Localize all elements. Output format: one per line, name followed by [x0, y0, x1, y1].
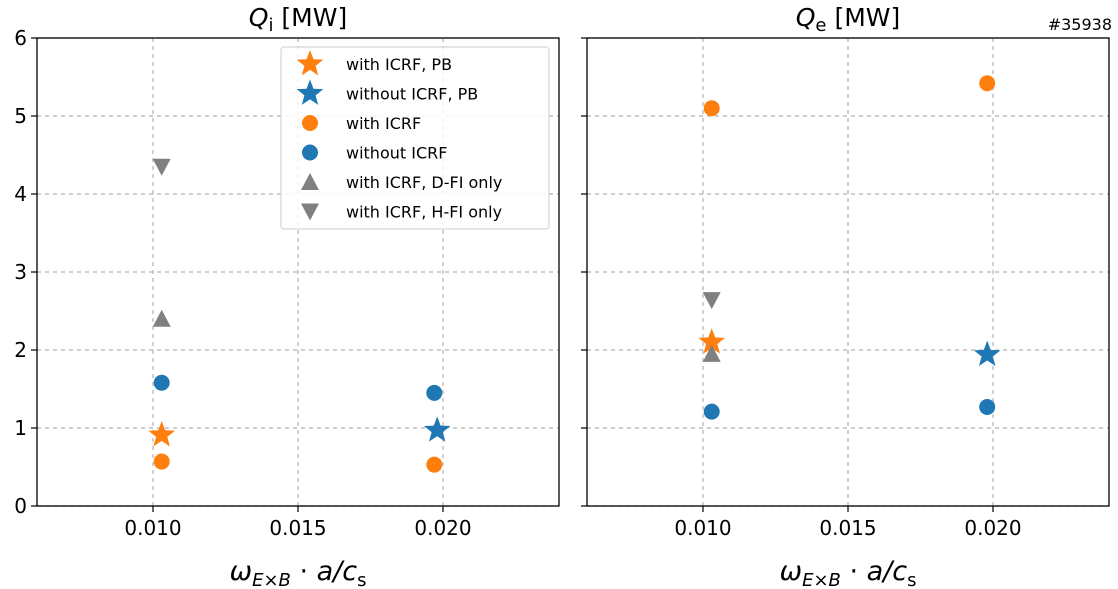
data-point-circle [979, 398, 996, 415]
panel-qe: 0.010 0.015 0.020 Qe [MW] ωE×B · a/cs [581, 3, 1110, 589]
x-tick-label: 0.010 [124, 516, 181, 540]
data-point-star [698, 328, 726, 354]
y-tick-label: 3 [14, 260, 27, 284]
legend-label: without ICRF [346, 144, 447, 163]
data-point-circle [703, 403, 720, 420]
shot-number: #35938 [1048, 15, 1112, 34]
data-point-triangle-down [702, 292, 721, 310]
data-point-circle [153, 453, 170, 470]
y-tick-label: 1 [14, 416, 27, 440]
legend-marker-star [296, 79, 324, 105]
data-point-circle [426, 384, 443, 401]
data-point-triangle-up [152, 309, 171, 327]
data-point-circle [703, 100, 720, 117]
legend-marker-circle [302, 115, 318, 131]
panel-title: Qe [MW] [796, 3, 901, 36]
x-tick-label: 0.015 [819, 516, 876, 540]
data-point-star [973, 340, 1001, 367]
data-point-circle [979, 75, 996, 92]
data-point-circle [153, 374, 170, 391]
legend-label: without ICRF, PB [346, 85, 478, 104]
legend-box [280, 46, 550, 230]
data-point-star [423, 416, 451, 442]
x-axis-label: ωE×B · a/cs [229, 556, 366, 589]
x-tick-label: 0.020 [414, 516, 471, 540]
legend-label: with ICRF, D-FI only [346, 173, 502, 192]
legend: with ICRF, PB without ICRF, PB with ICRF wi… [280, 46, 550, 230]
y-tick-label: 0 [14, 494, 27, 518]
data-point-star [148, 421, 176, 447]
legend-marker-star [296, 50, 324, 76]
y-tick-label: 5 [14, 104, 27, 128]
panel-qi: 0.010 0.015 0.020 0 1 2 3 4 5 6 Qi [MW] ωE×B · a/cs… [14, 3, 560, 589]
y-tick-label: 2 [14, 338, 27, 362]
x-axis-label: ωE×B · a/cs [779, 556, 916, 589]
plot-frame [586, 37, 1110, 507]
legend-label: with ICRF [346, 114, 421, 133]
data-point-circle [426, 456, 443, 473]
x-tick-label: 0.010 [674, 516, 731, 540]
data-point-triangle-down [152, 158, 171, 176]
plot-frame [36, 37, 560, 507]
legend-marker-circle [302, 144, 318, 161]
legend-marker-triangle-up [301, 173, 319, 190]
data-point-triangle-up [702, 344, 721, 362]
y-tick-label: 6 [14, 26, 27, 50]
x-tick-label: 0.015 [269, 516, 326, 540]
legend-label: with ICRF, PB [346, 55, 452, 74]
legend-marker-triangle-down [301, 203, 319, 221]
x-tick-label: 0.020 [964, 516, 1021, 540]
legend-label: with ICRF, H-FI only [346, 203, 502, 222]
y-tick-label: 4 [14, 182, 27, 206]
panel-title: Qi [MW] [249, 3, 347, 36]
